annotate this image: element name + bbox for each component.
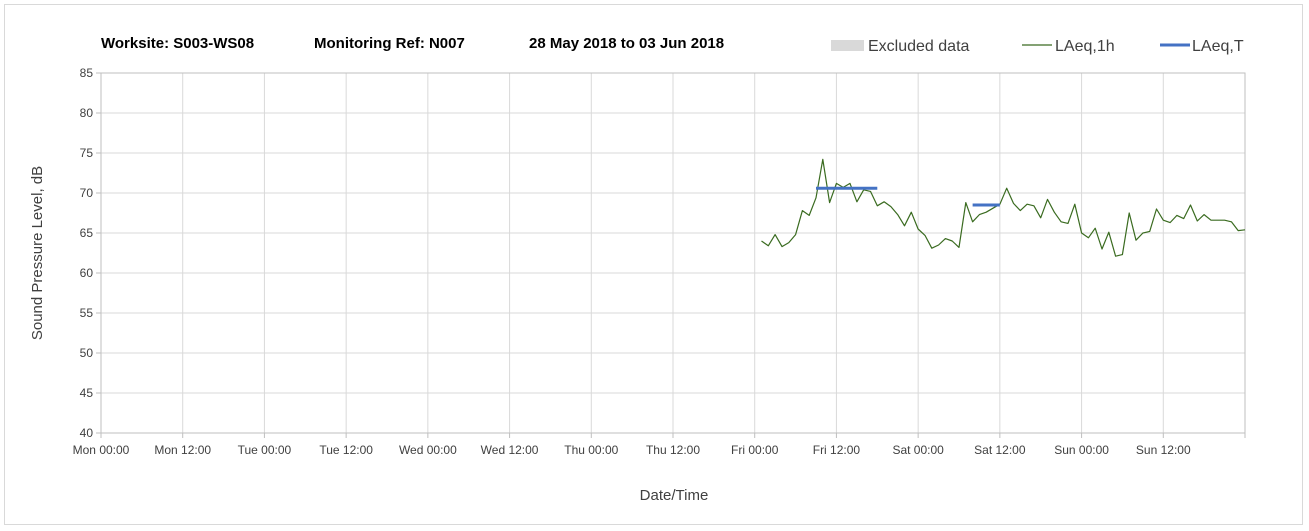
legend: Excluded data LAeq,1h LAeq,T: [831, 38, 1244, 55]
title-worksite: Worksite: S003-WS08: [101, 35, 254, 52]
legend-label-laeq-1h: LAeq,1h: [1055, 38, 1115, 55]
y-axis-title: Sound Pressure Level, dB: [29, 166, 46, 340]
y-tick-label: 40: [80, 426, 94, 440]
x-tick-label: Sun 12:00: [1136, 443, 1191, 457]
x-tick-label: Mon 12:00: [154, 443, 211, 457]
x-tick-label: Fri 12:00: [813, 443, 861, 457]
x-tick-label: Sun 00:00: [1054, 443, 1109, 457]
chart-frame: [4, 4, 1303, 525]
y-tick-label: 70: [80, 186, 94, 200]
x-tick-label: Sat 00:00: [892, 443, 944, 457]
x-tick-label: Sat 12:00: [974, 443, 1026, 457]
grid-lines: [100, 72, 1246, 434]
y-tick-label: 65: [80, 226, 94, 240]
title-period: 28 May 2018 to 03 Jun 2018: [529, 35, 724, 52]
y-axis-ticks: 40 45 50 55 60 65 70 75 80 85: [80, 66, 101, 440]
x-tick-label: Tue 12:00: [319, 443, 373, 457]
title-monitoring-ref: Monitoring Ref: N007: [314, 35, 465, 52]
x-axis-ticks: Mon 00:00 Mon 12:00 Tue 00:00 Tue 12:00 Wed …: [73, 433, 1246, 457]
y-tick-label: 50: [80, 346, 94, 360]
x-tick-label: Fri 00:00: [731, 443, 779, 457]
y-tick-label: 85: [80, 66, 94, 80]
y-tick-label: 75: [80, 146, 94, 160]
y-tick-label: 60: [80, 266, 94, 280]
x-tick-label: Thu 12:00: [646, 443, 700, 457]
legend-label-laeq-t: LAeq,T: [1192, 38, 1244, 55]
y-tick-label: 55: [80, 306, 94, 320]
legend-label-excluded-data: Excluded data: [868, 38, 970, 55]
x-tick-label: Wed 00:00: [399, 443, 457, 457]
x-tick-label: Mon 00:00: [73, 443, 130, 457]
legend-swatch-excluded-data: [831, 40, 864, 51]
series-group: [761, 158, 1246, 257]
x-tick-label: Thu 00:00: [564, 443, 618, 457]
y-tick-label: 80: [80, 106, 94, 120]
x-tick-label: Wed 12:00: [481, 443, 539, 457]
series-line-laeq-1h: [761, 158, 1246, 257]
y-tick-label: 45: [80, 386, 94, 400]
x-axis-title: Date/Time: [640, 487, 709, 504]
x-tick-label: Tue 00:00: [238, 443, 292, 457]
